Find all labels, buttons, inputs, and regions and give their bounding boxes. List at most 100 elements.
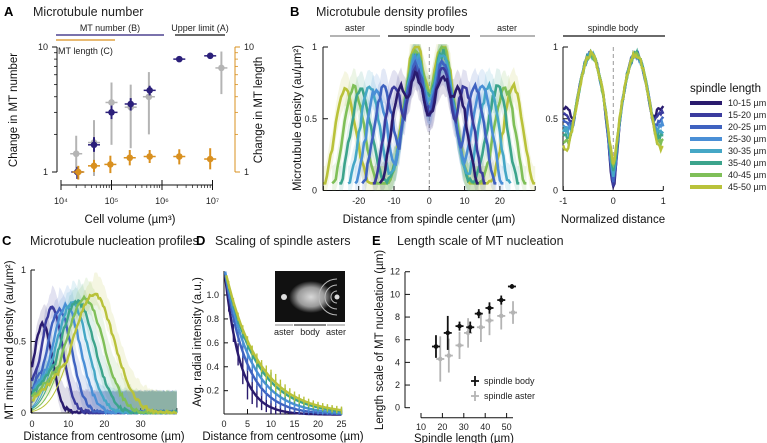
d-x-tick-label: 25 [336,419,346,429]
e-y-tick-label: 10 [390,289,400,299]
a-x-tick-label: 10⁴ [54,196,68,206]
a-x-tick-label: 10⁶ [155,196,169,206]
legend-title: spindle length [690,83,761,95]
d-inset-spindle [289,281,333,313]
a-y-tick-label: 10 [38,42,48,52]
d-y-tick-label: 0.4 [206,362,219,372]
e-y-tick-label: 2 [395,380,400,390]
e-point-black [509,284,515,289]
panel-label-c: C [2,233,12,248]
b-y-tick-label: 0 [312,186,317,196]
e-legend-label-1: spindle aster [484,391,535,401]
b2-x-axis-label: Normalized distance [561,214,665,226]
e-y-axis-label: Length scale of MT nucleation (µm) [374,250,386,430]
b2-x-tick-label: 0 [611,196,616,206]
e-x-axis-label: Spindle length (µm) [414,433,514,443]
legend-label-5: 35-40 µm [728,158,766,168]
e-x-tick-label: 10 [416,422,426,432]
b2-y-tick-label: 1 [553,42,558,52]
a-point-orange [90,162,98,170]
c-band-7 [32,272,177,413]
b-y-tick-label: 1 [312,42,317,52]
a-upper-limit-label: Upper limit (A) [171,23,229,33]
legend-label-7: 45-50 µm [728,182,766,192]
e-point-black [498,297,504,303]
legend-label-3: 25-30 µm [728,134,766,144]
c-band-0 [32,304,177,413]
b-x-tick-label: 10 [460,196,470,206]
a-y-axis-label: Change in MT number [8,53,20,167]
b-profile-line-1 [372,64,486,185]
a-point-purple [146,87,153,94]
d-y-tick-label: 0.8 [206,314,219,324]
d-inset-ring [330,290,338,304]
d-inset-aster-right [334,294,340,300]
b2-y-tick-label: 0 [553,186,558,196]
a-x-tick-label: 10⁵ [105,196,119,206]
e-point-black [487,305,492,311]
d-y-axis-label: Avg. radial intensity (a.u.) [192,277,204,407]
b2-profile-line-7 [562,48,664,165]
b-x-tick-label: -10 [387,196,400,206]
e-point-gray [478,324,484,330]
d-y-tick-label: 1.0 [206,290,219,300]
panel-c-title: Microtubule nucleation profiles [30,234,199,248]
b-aster-label-right: aster [497,23,517,33]
e-point-black [445,330,451,336]
b2-y-tick-label: 0.5 [545,114,558,124]
d-y-tick-label: 0.6 [206,338,219,348]
b-y-tick-label: 0.5 [304,114,317,124]
b-x-axis-label: Distance from spindle center (µm) [343,214,516,226]
b-profile-line-0 [378,70,479,185]
e-point-black [433,344,439,349]
panel-e-title: Length scale of MT nucleation [397,234,564,248]
b-profile-line-6 [331,45,527,185]
panel-b-title: Microtubule density profiles [316,5,467,19]
b-body-label: spindle body [404,23,455,33]
c-x-tick-label: 0 [29,419,34,429]
e-y-tick-label: 6 [395,335,400,345]
d-x-tick-label: 20 [313,419,323,429]
d-x-tick-label: 10 [266,419,276,429]
b-band-4 [348,44,511,191]
panel-a-title: Microtubule number [33,5,143,19]
a-point-gray [218,64,225,72]
a-x-tick-label: 10⁷ [206,196,219,206]
panel-d-title: Scaling of spindle asters [215,234,351,248]
c-y-tick-label: 0.5 [13,337,26,347]
e-x-tick-label: 30 [459,422,469,432]
d-inset-aster-label: aster [274,327,294,337]
a-point-orange [206,155,214,163]
e-point-gray [457,343,462,348]
c-profile-line-7 [31,292,177,415]
b-aster-label-left: aster [345,23,365,33]
a-point-purple [175,55,183,63]
panel-label-b: B [290,4,299,19]
a-point-gray [72,150,80,158]
legend-label-2: 20-25 µm [728,122,766,132]
b-x-tick-label: -20 [352,196,365,206]
a-point-orange [175,153,183,160]
d-x-tick-label: 15 [289,419,299,429]
a-point-orange [107,161,114,168]
e-point-gray [465,330,471,336]
panel-label-a: A [4,4,14,19]
d-inset-ring [324,284,338,310]
e-x-tick-label: 20 [437,422,447,432]
legend-label-1: 15-20 µm [728,110,766,120]
e-point-gray [510,310,516,315]
b2-x-tick-label: 1 [661,196,666,206]
d-inset-ring [318,278,338,316]
d-x-tick-label: 5 [245,419,250,429]
b2-body-label: spindle body [588,23,639,33]
a-mt-length-label: MT length (C) [58,46,113,56]
panel-label-d: D [196,233,205,248]
e-point-gray [498,313,504,319]
d-x-axis-label: Distance from centrosome (µm) [202,431,363,443]
e-y-tick-label: 12 [390,267,400,277]
c-x-tick-label: 30 [136,419,146,429]
d-x-tick-label: 0 [221,419,226,429]
a-y-tick-label: 1 [43,167,48,177]
e-point-gray [446,353,452,358]
a-point-gray [108,99,115,106]
